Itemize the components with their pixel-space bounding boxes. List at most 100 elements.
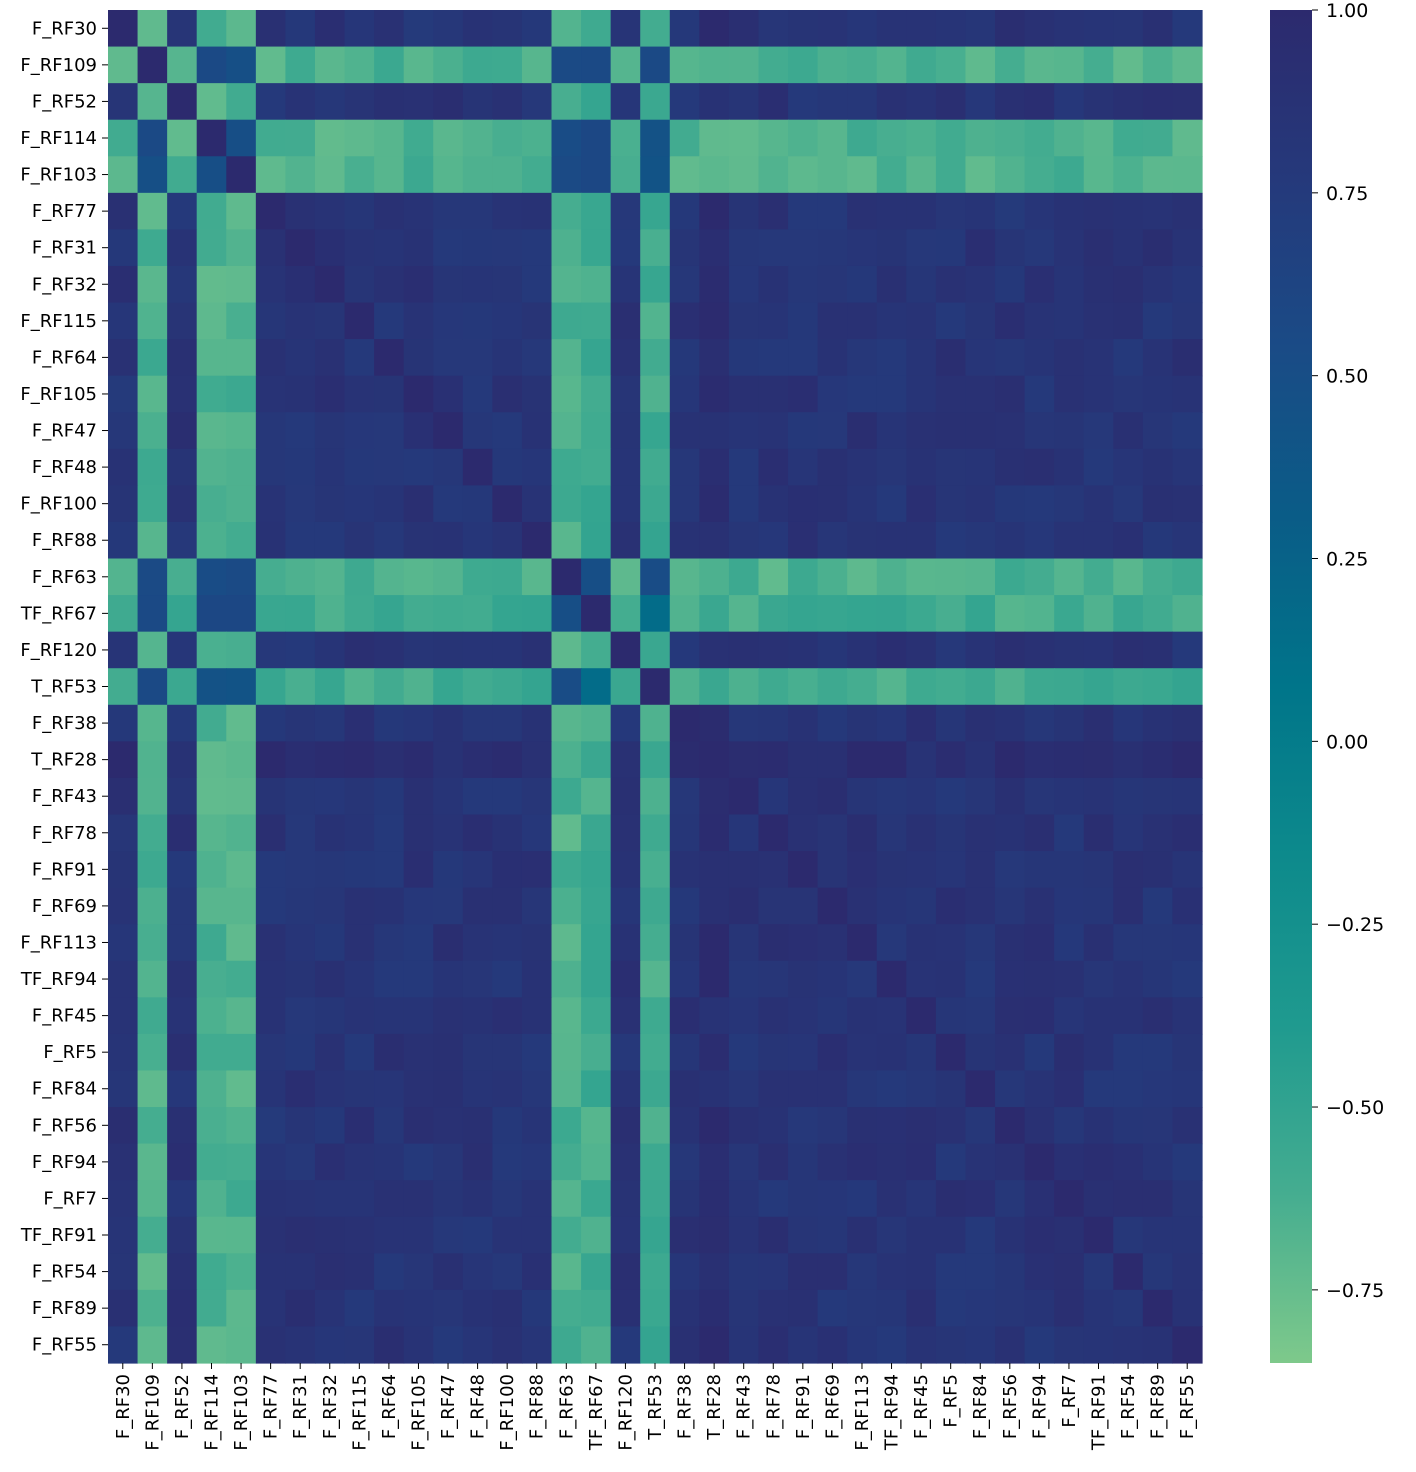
heatmap-cell <box>314 521 346 560</box>
heatmap-cell <box>847 485 878 523</box>
heatmap-cell <box>817 412 848 450</box>
heatmap-cell <box>255 704 287 742</box>
heatmap-cell <box>906 741 937 779</box>
heatmap-cell <box>817 777 848 816</box>
heatmap-cell <box>1024 156 1055 194</box>
heatmap-cell <box>492 46 523 84</box>
heatmap-cell <box>167 10 198 48</box>
y-tick-label: F_RF48 <box>32 457 97 478</box>
heatmap-cell <box>551 83 582 121</box>
heatmap-cell <box>995 412 1026 450</box>
heatmap-cell <box>965 814 996 852</box>
heatmap-cell <box>403 814 434 852</box>
heatmap-cell <box>1083 119 1114 157</box>
heatmap-cell <box>196 1107 227 1145</box>
heatmap-cell <box>1142 668 1174 706</box>
heatmap-cell <box>817 375 848 413</box>
heatmap-cell <box>788 960 819 998</box>
heatmap-cell <box>433 1070 464 1108</box>
heatmap-cell <box>167 412 198 450</box>
heatmap-cell <box>1054 302 1085 340</box>
heatmap-cell <box>492 887 523 925</box>
heatmap-cell <box>610 375 641 413</box>
heatmap-cell <box>581 46 612 84</box>
heatmap-cell <box>521 814 553 852</box>
heatmap-cell <box>1024 448 1055 486</box>
heatmap-cell <box>285 631 316 669</box>
heatmap-cell <box>1054 631 1085 669</box>
heatmap-cell <box>640 192 671 231</box>
heatmap-cell <box>551 339 582 377</box>
heatmap-cell <box>758 851 789 889</box>
heatmap-cell <box>403 412 434 450</box>
heatmap-cell <box>255 741 287 779</box>
heatmap-cell <box>640 83 671 121</box>
heatmap-cell <box>137 558 168 596</box>
heatmap-cell <box>1113 1033 1144 1072</box>
heatmap-cell <box>581 83 612 121</box>
heatmap-cell <box>1142 1289 1174 1328</box>
x-tick-label: F_RF84 <box>970 1374 991 1439</box>
y-tick-label: F_RF113 <box>20 932 97 953</box>
heatmap-cell <box>196 1070 227 1108</box>
heatmap-cell <box>669 887 700 925</box>
heatmap-cell <box>817 924 848 962</box>
heatmap-cell <box>995 375 1026 413</box>
heatmap-cell <box>1054 192 1085 231</box>
heatmap-cell <box>137 119 168 157</box>
heatmap-cell <box>255 46 287 84</box>
heatmap-cell <box>610 1253 641 1291</box>
heatmap-cell <box>728 521 760 560</box>
heatmap-cell <box>935 339 967 377</box>
heatmap-cell <box>581 119 612 157</box>
heatmap-cell <box>433 156 464 194</box>
heatmap-cell <box>995 265 1026 304</box>
heatmap-cell <box>699 1033 730 1072</box>
y-tick-label: TF_RF94 <box>20 969 97 990</box>
x-tick-labels: F_RF30 F_RF109 F_RF52 F_RF114 F_RF103 F_RF77 F… <box>113 1363 1198 1451</box>
heatmap-cell <box>1172 1216 1203 1254</box>
heatmap-cell <box>551 1326 582 1364</box>
colorbar-gradient <box>1270 10 1312 1363</box>
heatmap-cell <box>226 1033 257 1072</box>
heatmap-cell <box>492 119 523 157</box>
heatmap-cell <box>137 156 168 194</box>
heatmap-cell <box>935 668 967 706</box>
heatmap-cell <box>551 1289 582 1328</box>
heatmap-cell <box>344 1033 375 1072</box>
heatmap-cell <box>403 229 434 267</box>
heatmap-cell <box>1083 595 1114 633</box>
heatmap-cell <box>167 741 198 779</box>
heatmap-cell <box>817 46 848 84</box>
heatmap-cell <box>108 229 139 267</box>
heatmap-cell <box>137 777 168 816</box>
heatmap-cell <box>551 485 582 523</box>
heatmap-cell <box>492 777 523 816</box>
heatmap-cell <box>314 46 346 84</box>
heatmap-cell <box>906 1289 937 1328</box>
heatmap-cell <box>935 887 967 925</box>
heatmap-cell <box>314 1143 346 1181</box>
heatmap-cell <box>935 997 967 1035</box>
heatmap-cell <box>137 960 168 998</box>
heatmap-cell <box>965 521 996 560</box>
heatmap-cell <box>699 119 730 157</box>
y-tick-label: F_RF100 <box>20 494 97 515</box>
heatmap-cell <box>255 1180 287 1218</box>
heatmap-cell <box>462 814 493 852</box>
heatmap-cell <box>314 265 346 304</box>
heatmap-cell <box>108 960 139 998</box>
heatmap-cell <box>226 229 257 267</box>
heatmap-cell <box>906 851 937 889</box>
heatmap-cell <box>581 521 612 560</box>
heatmap-cell <box>255 119 287 157</box>
heatmap-cell <box>906 997 937 1035</box>
heatmap-cell <box>1024 412 1055 450</box>
heatmap-cell <box>1142 851 1174 889</box>
heatmap-cell <box>640 924 671 962</box>
heatmap-cell <box>1024 887 1055 925</box>
heatmap-cell <box>788 924 819 962</box>
heatmap-cell <box>1024 46 1055 84</box>
heatmap-cell <box>965 485 996 523</box>
heatmap-cell <box>521 448 553 486</box>
